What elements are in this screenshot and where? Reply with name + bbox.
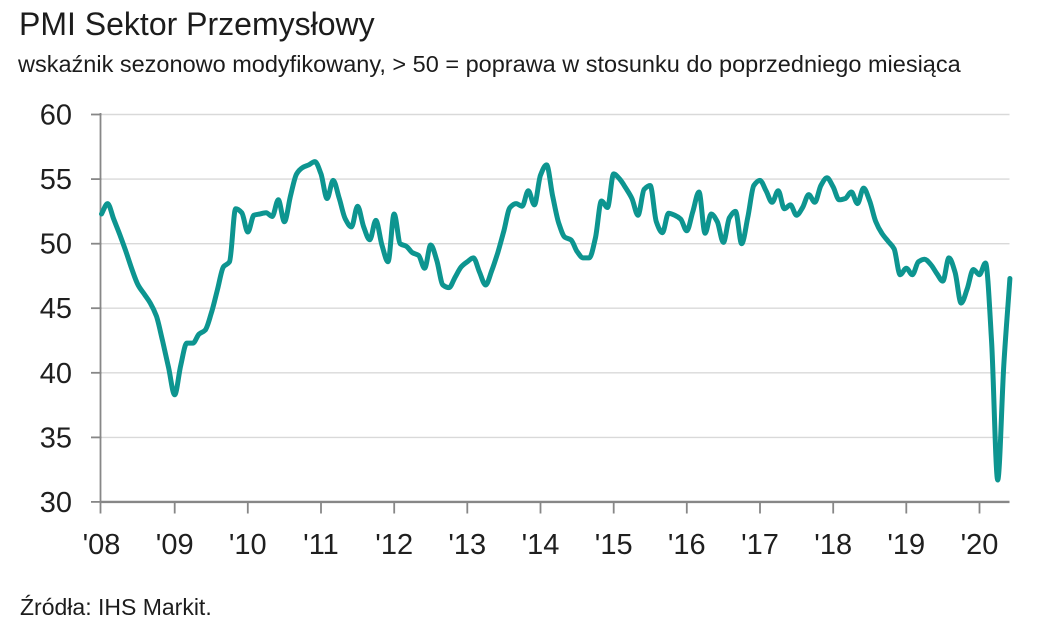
svg-text:'18: '18: [814, 529, 852, 561]
svg-text:PMI Sektor Przemysłowy: PMI Sektor Przemysłowy: [19, 6, 375, 42]
svg-text:'14: '14: [522, 529, 560, 561]
svg-text:'10: '10: [229, 529, 267, 561]
svg-text:'19: '19: [887, 529, 925, 561]
svg-text:40: 40: [40, 358, 72, 390]
svg-text:50: 50: [40, 229, 72, 261]
svg-text:'17: '17: [741, 529, 779, 561]
svg-text:'15: '15: [595, 529, 633, 561]
svg-text:'20: '20: [961, 529, 999, 561]
svg-text:30: 30: [40, 487, 72, 519]
svg-text:'16: '16: [668, 529, 706, 561]
svg-text:'09: '09: [156, 529, 194, 561]
svg-text:'13: '13: [448, 529, 486, 561]
svg-text:'12: '12: [375, 529, 413, 561]
svg-text:'08: '08: [83, 529, 121, 561]
svg-text:wskaźnik sezonowo modyfikowany: wskaźnik sezonowo modyfikowany, > 50 = p…: [17, 51, 962, 77]
svg-text:'11: '11: [303, 529, 339, 561]
svg-text:Źródła: IHS Markit.: Źródła: IHS Markit.: [20, 594, 212, 620]
svg-text:60: 60: [40, 100, 72, 132]
svg-text:55: 55: [40, 164, 72, 196]
svg-text:35: 35: [40, 422, 72, 454]
svg-text:45: 45: [40, 293, 72, 325]
